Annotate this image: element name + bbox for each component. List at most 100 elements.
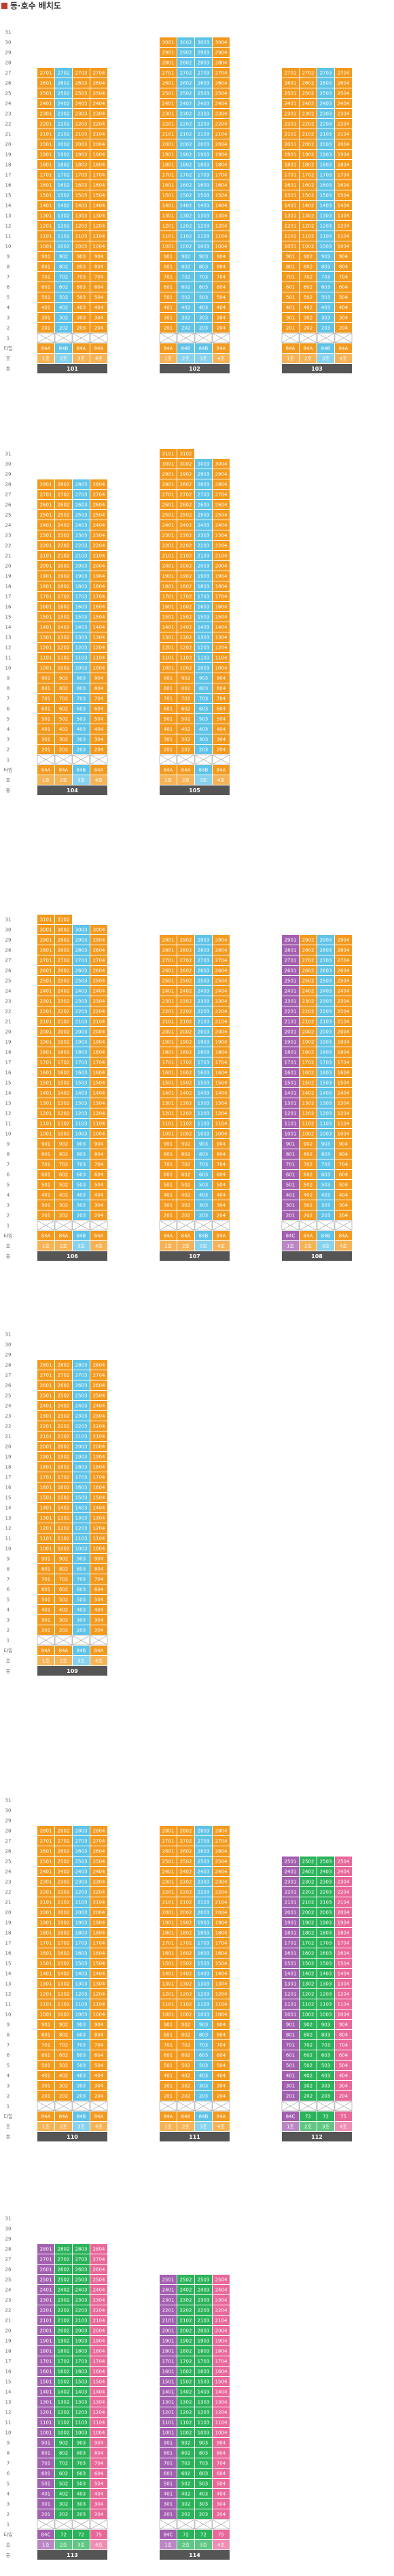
unit-number: 2603 bbox=[198, 81, 210, 86]
floor-label: 29 bbox=[5, 1353, 12, 1358]
unit-number: 403 bbox=[199, 2492, 208, 2497]
unit-cell bbox=[55, 643, 72, 652]
line-label: 2호 bbox=[60, 1659, 67, 1664]
unit-number: 1704 bbox=[93, 1941, 105, 1946]
unit-cell bbox=[177, 479, 194, 489]
unit-number: 1403 bbox=[320, 203, 332, 209]
unit-number: 1502 bbox=[180, 1961, 192, 1967]
unit-number: 1302 bbox=[58, 1982, 70, 1987]
unit-number: 1004 bbox=[215, 1132, 228, 1137]
unit-number: 1104 bbox=[93, 234, 105, 239]
unit-cell bbox=[37, 966, 54, 975]
unit-number: 2901 bbox=[162, 472, 175, 477]
unit-cell bbox=[282, 68, 299, 78]
type-label: 84A bbox=[41, 346, 51, 352]
unit-number: 403 bbox=[77, 2073, 86, 2079]
unit-number: 1001 bbox=[40, 244, 52, 250]
unit-number: 2502 bbox=[180, 513, 192, 518]
unit-number: 2402 bbox=[180, 1869, 192, 1875]
floor-label: 19 bbox=[5, 574, 12, 579]
unit-number: 2702 bbox=[180, 958, 192, 964]
unit-cell bbox=[213, 139, 230, 149]
type-label: 84C bbox=[164, 2532, 173, 2538]
unit-number: 301 bbox=[286, 1203, 295, 1208]
unit-number: 2504 bbox=[93, 979, 105, 984]
unit-number: 2102 bbox=[180, 1900, 192, 1905]
unit-number: 204 bbox=[217, 326, 226, 331]
unit-cell bbox=[213, 704, 230, 713]
unit-number: 1903 bbox=[75, 2339, 88, 2344]
unit-number: 1603 bbox=[198, 2369, 210, 2375]
unit-cell bbox=[195, 292, 212, 302]
unit-cell bbox=[177, 541, 194, 550]
unit-number: 2103 bbox=[320, 1900, 332, 1905]
unit-cell bbox=[90, 99, 107, 108]
unit-number: 904 bbox=[217, 2022, 226, 2028]
unit-number: 1002 bbox=[302, 244, 315, 250]
unit-number: 803 bbox=[199, 265, 208, 270]
unit-number: 1604 bbox=[93, 1070, 105, 1076]
unit-number: 601 bbox=[41, 707, 50, 712]
unit-cell bbox=[195, 479, 212, 489]
floor-label: 14 bbox=[5, 1506, 12, 1511]
floor-label: 10 bbox=[5, 2012, 12, 2018]
type-label: 84B bbox=[199, 768, 209, 773]
unit-number: 303 bbox=[199, 2502, 208, 2507]
unit-number: 2004 bbox=[93, 142, 105, 148]
unit-number: 503 bbox=[321, 1183, 330, 1188]
unit-cell bbox=[213, 99, 230, 108]
unit-cell bbox=[55, 201, 72, 210]
unit-cell bbox=[37, 551, 54, 560]
unit-number: 604 bbox=[339, 1172, 348, 1178]
unit-cell bbox=[335, 303, 352, 312]
unit-number: 1703 bbox=[75, 1475, 88, 1480]
type-label: 84A bbox=[181, 1234, 191, 1239]
unit-cell bbox=[195, 561, 212, 571]
unit-number: 1403 bbox=[75, 2390, 88, 2395]
unit-cell bbox=[317, 221, 334, 231]
unit-cell bbox=[90, 490, 107, 499]
unit-number: 2602 bbox=[180, 1849, 192, 1854]
unit-number: 2604 bbox=[93, 503, 105, 508]
unit-number: 2203 bbox=[75, 1424, 88, 1429]
unit-number: 1003 bbox=[198, 1132, 210, 1137]
unit-number: 1501 bbox=[285, 1961, 297, 1967]
unit-number: 1103 bbox=[320, 1121, 332, 1127]
unit-number: 2801 bbox=[40, 1829, 52, 1834]
unit-number: 1102 bbox=[180, 234, 192, 239]
unit-number: 402 bbox=[304, 305, 312, 311]
building-name: 105 bbox=[189, 787, 200, 794]
floor-label: 15 bbox=[5, 615, 12, 620]
unit-number: 803 bbox=[321, 1152, 330, 1157]
unit-number: 2103 bbox=[75, 1434, 88, 1440]
unit-cell bbox=[213, 252, 230, 261]
unit-number: 1704 bbox=[338, 173, 350, 178]
unit-number: 202 bbox=[181, 1213, 190, 1219]
unit-number: 1303 bbox=[320, 1982, 332, 1987]
unit-number: 1903 bbox=[320, 1920, 332, 1926]
unit-number: 2404 bbox=[215, 101, 228, 107]
unit-number: 2001 bbox=[162, 2328, 175, 2334]
unit-number: 1804 bbox=[215, 1931, 228, 1936]
unit-number: 1202 bbox=[302, 1111, 315, 1117]
unit-number: 2201 bbox=[40, 1890, 52, 1895]
unit-cell bbox=[195, 663, 212, 673]
type-label: 84A bbox=[41, 1648, 51, 1654]
unit-number: 2503 bbox=[75, 91, 88, 97]
unit-cell bbox=[177, 272, 194, 282]
unit-number: 2001 bbox=[40, 1444, 52, 1450]
unit-number: 2204 bbox=[338, 1890, 350, 1895]
unit-cell bbox=[73, 99, 90, 108]
unit-number: 1001 bbox=[40, 2012, 52, 2018]
unit-number: 503 bbox=[199, 2063, 208, 2069]
unit-number: 2304 bbox=[93, 2298, 105, 2303]
unit-number: 803 bbox=[199, 1152, 208, 1157]
unit-number: 2004 bbox=[215, 564, 228, 569]
unit-number: 2702 bbox=[302, 958, 315, 964]
unit-cell bbox=[282, 221, 299, 231]
unit-cell bbox=[55, 673, 72, 683]
floor-label: 3 bbox=[7, 1618, 10, 1623]
unit-number: 304 bbox=[339, 2084, 348, 2089]
unit-cell bbox=[160, 262, 177, 271]
unit-cell bbox=[160, 704, 177, 713]
